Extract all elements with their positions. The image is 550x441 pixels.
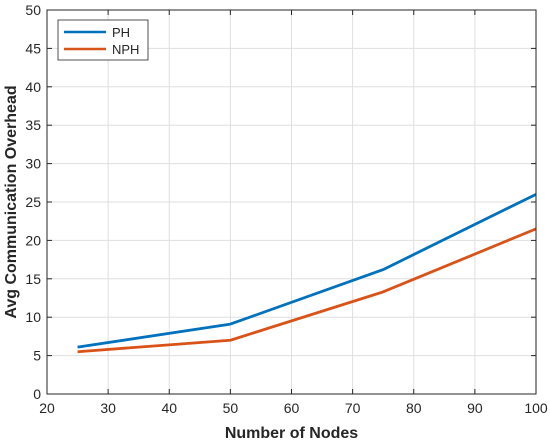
y-tick-label: 50 [25, 2, 41, 18]
y-tick-label: 10 [25, 309, 41, 325]
x-tick-label: 40 [161, 400, 177, 416]
x-tick-label: 90 [467, 400, 483, 416]
grid-lines [46, 9, 537, 395]
legend: PH NPH [57, 19, 149, 61]
series-line-nph [77, 227, 537, 354]
x-tick-label: 30 [100, 400, 116, 416]
legend-box [57, 19, 149, 61]
y-tick-label: 15 [25, 271, 41, 287]
y-axis-label: Avg Communication Overhead [3, 85, 20, 318]
x-tick-label: 80 [406, 400, 422, 416]
y-tick-label: 5 [33, 348, 41, 364]
x-axis-label: Number of Nodes [225, 425, 358, 441]
x-tick-label: 70 [345, 400, 361, 416]
y-tick-label: 35 [25, 117, 41, 133]
y-tick-label: 40 [25, 79, 41, 95]
legend-label-ph: PH [112, 25, 130, 40]
y-tick-label: 20 [25, 232, 41, 248]
x-tick-label: 60 [284, 400, 300, 416]
y-tick-label: 0 [33, 386, 41, 402]
x-tick-label: 100 [524, 400, 548, 416]
y-axis-ticks: 0 5 10 15 20 25 30 35 40 45 50 [25, 2, 536, 402]
series-layer [77, 193, 537, 354]
legend-label-nph: NPH [112, 42, 139, 57]
y-tick-label: 30 [25, 156, 41, 172]
y-tick-label: 45 [25, 40, 41, 56]
y-tick-label: 25 [25, 194, 41, 210]
x-tick-label: 50 [223, 400, 239, 416]
series-line-ph [77, 193, 537, 349]
x-axis-ticks: 20 30 40 50 60 70 80 90 100 [39, 10, 548, 416]
x-tick-label: 20 [39, 400, 55, 416]
